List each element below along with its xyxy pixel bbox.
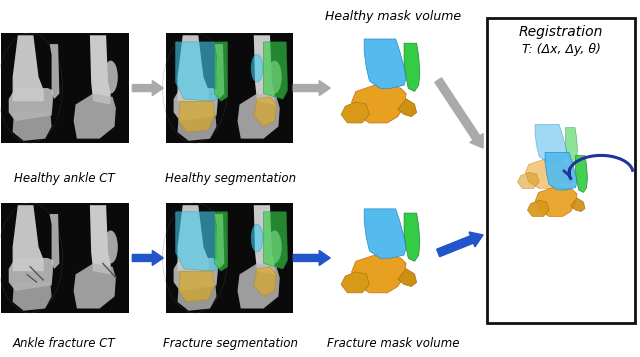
Bar [487,18,635,323]
Text: Healthy ankle CT: Healthy ankle CT [14,172,115,185]
Polygon shape [50,44,60,99]
Polygon shape [364,209,406,258]
Bar [1,33,66,143]
Text: Ankle fracture CT: Ankle fracture CT [13,337,116,350]
Ellipse shape [104,61,118,94]
Polygon shape [237,94,280,139]
Polygon shape [90,35,111,105]
Polygon shape [74,94,116,139]
Bar [64,203,129,313]
Text: Healthy segmentation: Healthy segmentation [164,172,296,185]
Polygon shape [351,255,406,293]
Ellipse shape [268,61,282,94]
Polygon shape [177,35,209,101]
Text: Fracture mask volume: Fracture mask volume [327,337,460,350]
Text: T: (Δx, Δy, θ): T: (Δx, Δy, θ) [522,43,600,56]
Polygon shape [177,112,216,141]
FancyArrow shape [132,251,163,266]
Polygon shape [177,205,209,271]
Polygon shape [50,214,60,269]
Polygon shape [566,128,577,165]
Polygon shape [254,205,275,275]
Text: Healthy mask volume: Healthy mask volume [325,10,461,23]
Bar [166,203,231,313]
Polygon shape [9,88,53,121]
Polygon shape [179,271,214,302]
Polygon shape [404,213,420,261]
Polygon shape [398,269,417,287]
Bar [1,203,66,313]
Polygon shape [351,85,406,123]
Polygon shape [525,160,567,188]
Ellipse shape [251,55,263,82]
Polygon shape [13,35,44,101]
Polygon shape [173,258,218,291]
Polygon shape [173,88,218,121]
Polygon shape [341,102,369,123]
FancyArrow shape [293,81,330,96]
Polygon shape [74,263,116,308]
FancyArrow shape [435,78,483,148]
Polygon shape [575,156,588,192]
Polygon shape [561,170,575,183]
Polygon shape [214,212,228,271]
FancyArrow shape [436,232,483,257]
Polygon shape [254,267,276,296]
Ellipse shape [268,231,282,263]
Polygon shape [404,43,420,91]
Polygon shape [527,200,549,216]
Text: Fracture segmentation: Fracture segmentation [163,337,298,350]
Polygon shape [13,205,44,271]
Polygon shape [264,42,287,99]
Polygon shape [536,187,577,216]
Bar [64,33,129,143]
Bar [166,33,231,143]
Polygon shape [214,42,228,101]
Polygon shape [341,272,369,293]
Text: Registration: Registration [519,25,604,39]
Polygon shape [90,205,111,275]
Polygon shape [398,99,417,117]
Polygon shape [254,97,276,126]
FancyArrow shape [132,81,163,96]
Polygon shape [237,263,280,308]
Polygon shape [518,172,539,188]
Polygon shape [214,44,224,99]
Polygon shape [13,282,52,311]
Polygon shape [364,39,406,88]
Polygon shape [214,214,224,269]
Polygon shape [545,152,577,190]
Polygon shape [179,101,214,132]
Ellipse shape [251,225,263,252]
Polygon shape [13,112,52,141]
Polygon shape [9,258,53,291]
FancyArrow shape [293,251,330,266]
Ellipse shape [104,231,118,263]
Polygon shape [177,282,216,311]
Polygon shape [264,212,287,269]
Bar [228,33,292,143]
Polygon shape [535,125,567,162]
Bar [228,203,292,313]
Polygon shape [254,35,275,105]
Polygon shape [571,198,585,212]
Polygon shape [175,212,218,271]
Polygon shape [175,42,218,101]
